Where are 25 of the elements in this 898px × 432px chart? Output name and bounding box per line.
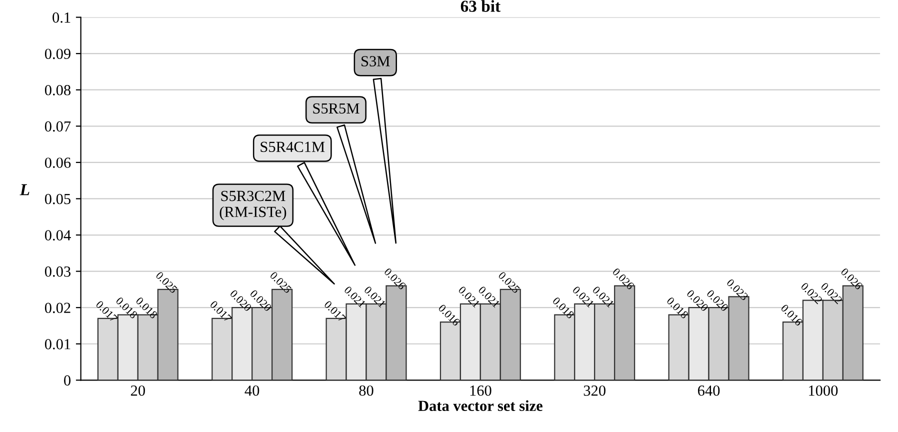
x-axis-title: Data vector set size — [418, 400, 542, 412]
x-tick-label: 40 — [244, 385, 260, 396]
chart-title: 63 bit — [460, 0, 500, 12]
y-tick-label: 0.06 — [44, 158, 71, 168]
y-tick-label: 0.01 — [44, 339, 70, 350]
y-tick-label: 0.08 — [44, 84, 71, 96]
y-tick-label: 0.03 — [44, 266, 70, 277]
x-tick-label: 640 — [698, 385, 720, 396]
y-tick-label: 0.09 — [44, 48, 70, 60]
y-tick-label: 0.1 — [52, 12, 70, 23]
x-tick-label: 80 — [359, 385, 374, 396]
text: S3M — [362, 56, 390, 66]
y-tick-label: 0.07 — [44, 121, 71, 132]
y-axis-title: L — [20, 184, 30, 196]
x-tick-label: 20 — [130, 385, 145, 396]
y-tick-label: 0.02 — [44, 302, 70, 314]
text: S5R3C2M (RM-ISTe) — [220, 190, 286, 220]
x-tick-label: 160 — [470, 385, 492, 396]
y-tick-label: 0 — [64, 375, 71, 386]
text: S5R5M — [313, 103, 360, 114]
text: S5R4C1M — [260, 142, 325, 152]
y-tick-label: 0.05 — [44, 194, 70, 204]
x-tick-label: 1000 — [809, 385, 838, 396]
x-tick-label: 320 — [584, 385, 606, 396]
y-tick-label: 0.04 — [44, 230, 71, 241]
